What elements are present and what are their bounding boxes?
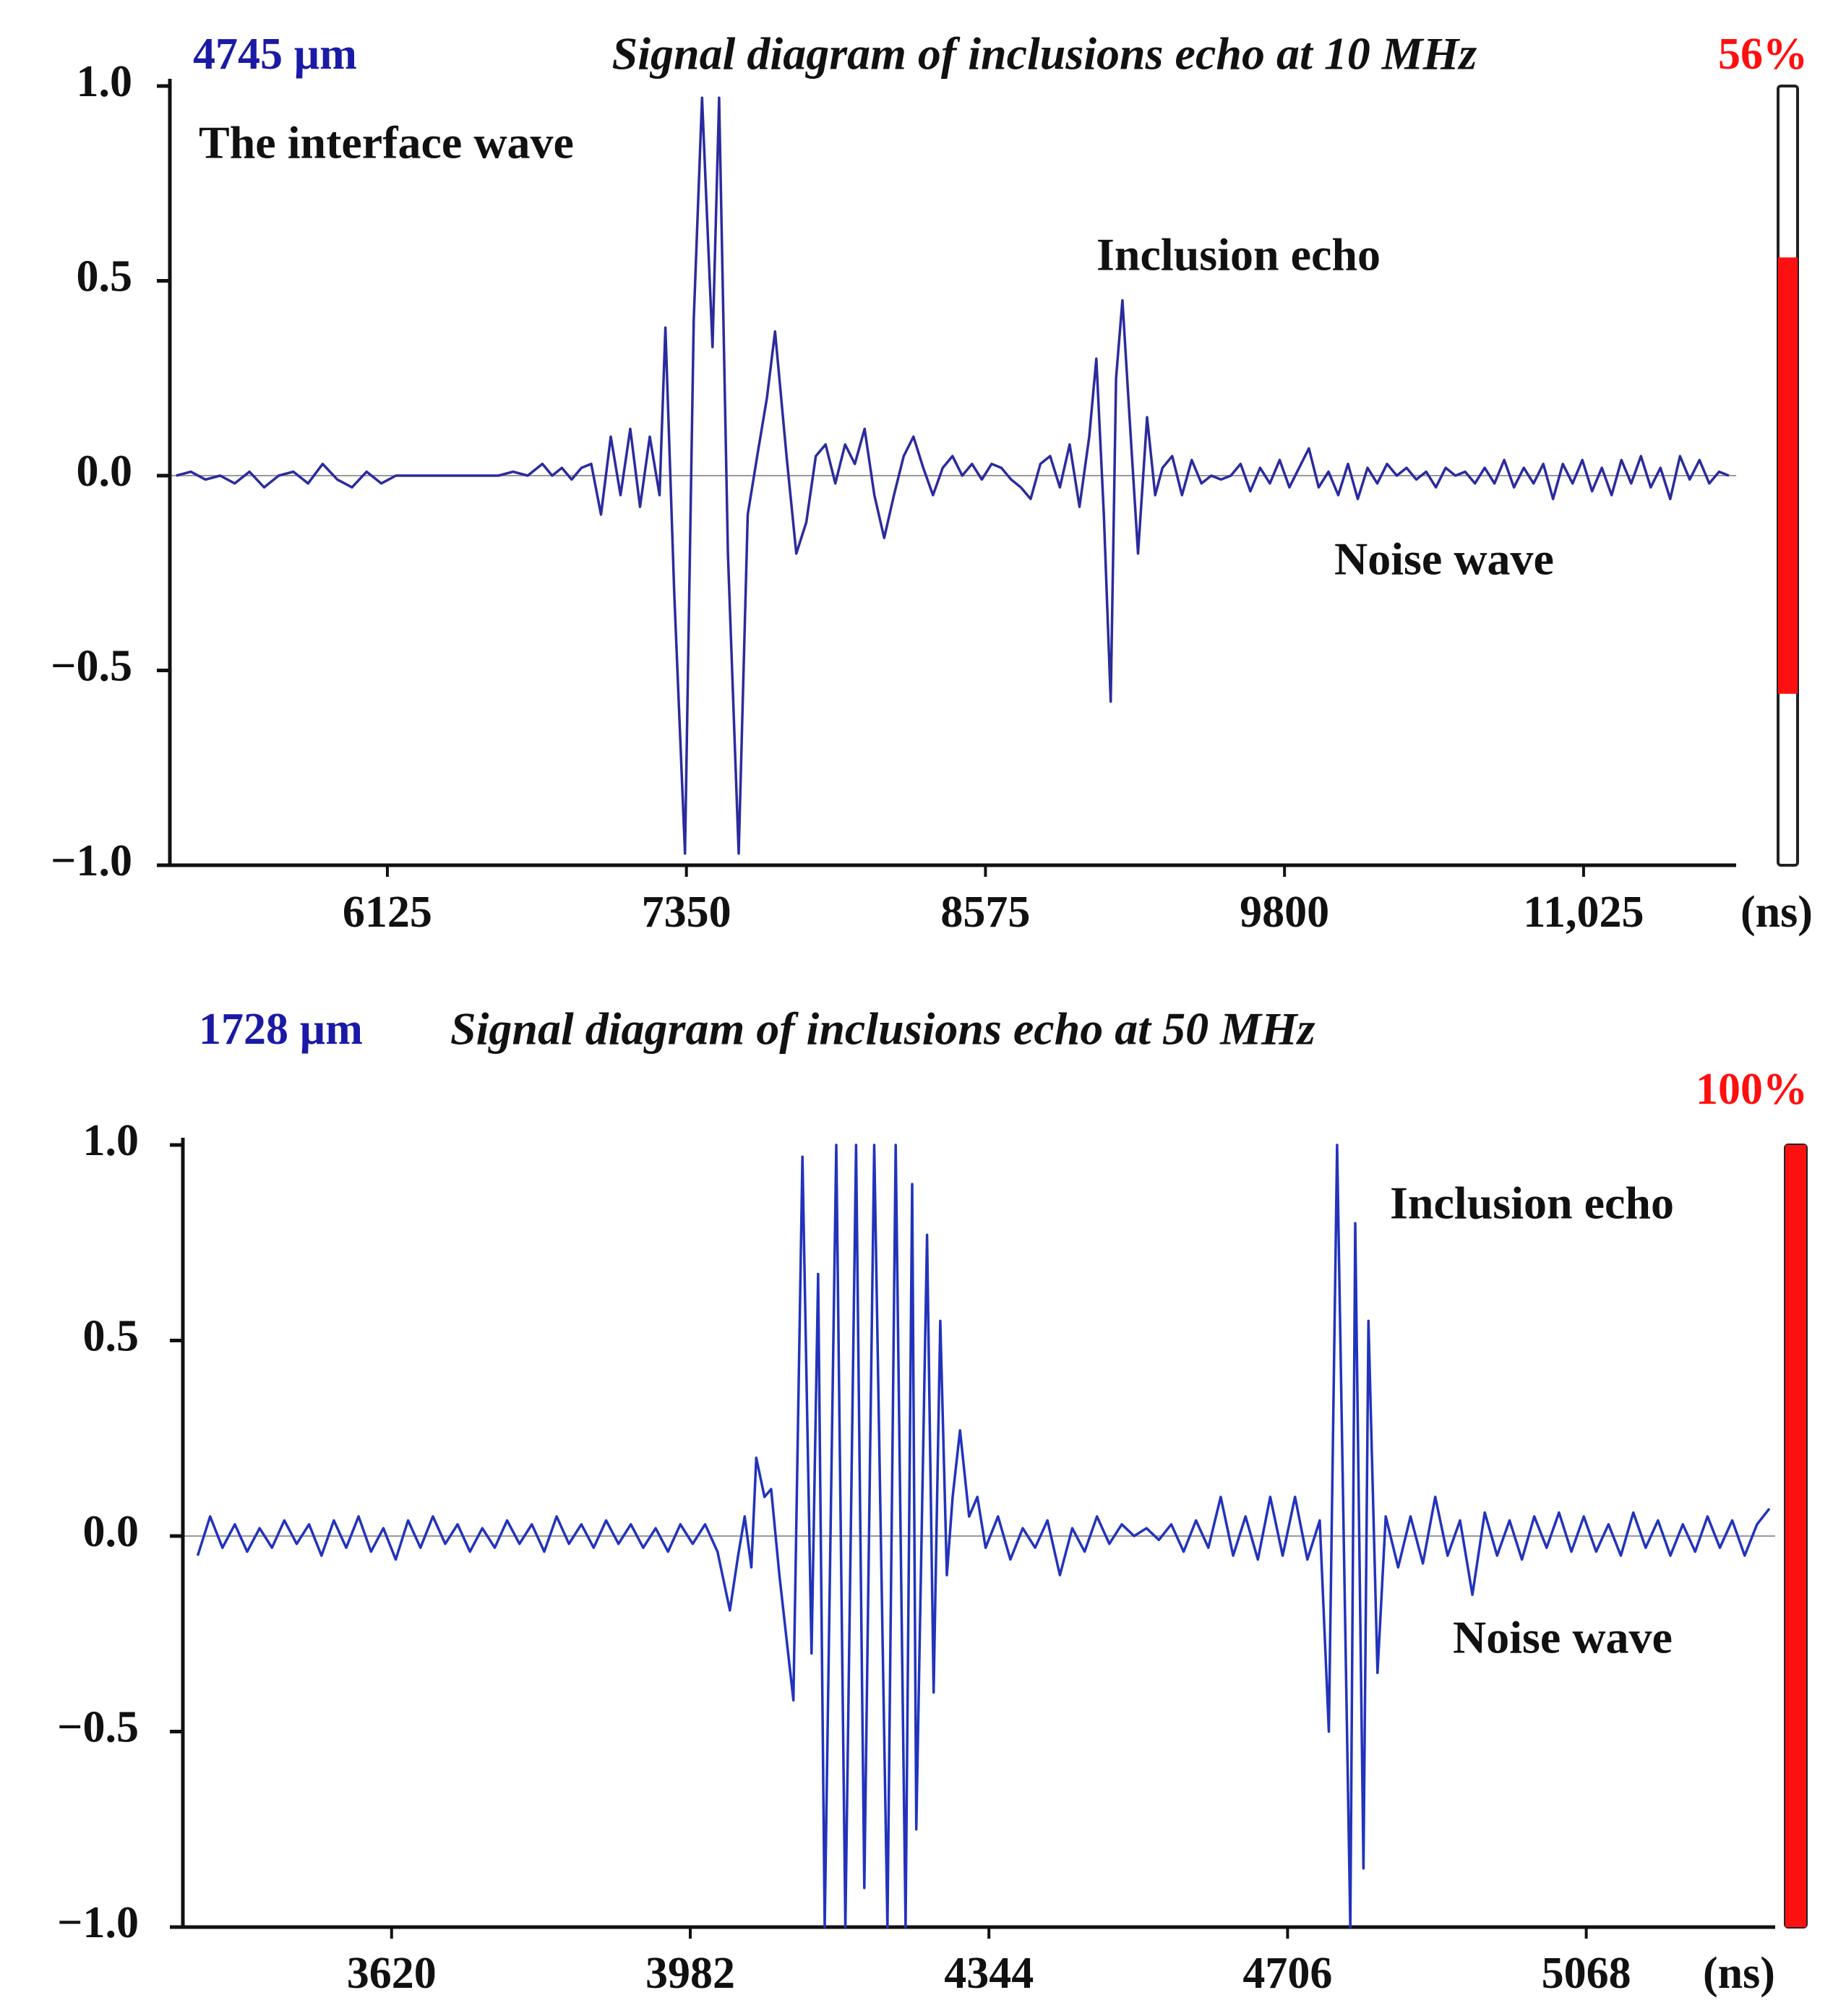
- y-tick-label: 0.5: [77, 252, 133, 301]
- x-unit: (ns): [1740, 888, 1813, 937]
- annotation: Noise wave: [1334, 533, 1554, 585]
- y-tick-label: 0.0: [77, 447, 133, 496]
- signal-line: [176, 96, 1730, 855]
- x-tick-label: 4344: [944, 1949, 1034, 1998]
- x-tick-label: 8575: [940, 888, 1030, 937]
- indicator-label: 100%: [1696, 1065, 1808, 1114]
- annotation: Inclusion echo: [1096, 229, 1381, 280]
- signal-line: [196, 1144, 1771, 1929]
- annotation: The interface wave: [199, 117, 574, 168]
- y-tick-label: 0.0: [83, 1507, 139, 1556]
- indicator-fill: [1778, 257, 1798, 694]
- y-tick-label: 1.0: [83, 1116, 139, 1165]
- x-tick-label: 3620: [347, 1949, 437, 1998]
- chart-title: Signal diagram of inclusions echo at 50 …: [450, 1003, 1315, 1055]
- x-tick-label: 3982: [645, 1949, 735, 1998]
- x-tick-label: 11,025: [1523, 888, 1644, 937]
- y-tick-label: −1.0: [57, 1898, 139, 1947]
- y-tick-label: 0.5: [83, 1312, 139, 1361]
- y-tick-label: −0.5: [57, 1703, 139, 1752]
- chart-title: Signal diagram of inclusions echo at 10 …: [612, 28, 1477, 80]
- x-tick-label: 7350: [642, 888, 731, 937]
- x-tick-label: 6125: [343, 888, 432, 937]
- x-tick-label: 4706: [1242, 1949, 1332, 1998]
- x-tick-label: 9800: [1240, 888, 1329, 937]
- depth-label: 4745 µm: [193, 30, 357, 79]
- annotation: Noise wave: [1453, 1612, 1673, 1663]
- y-tick-label: −1.0: [51, 836, 132, 885]
- x-unit: (ns): [1703, 1949, 1775, 1998]
- indicator-fill: [1785, 1145, 1806, 1927]
- y-tick-label: −0.5: [51, 642, 132, 691]
- x-tick-label: 5068: [1542, 1949, 1631, 1998]
- y-tick-label: 1.0: [77, 57, 133, 106]
- depth-label: 1728 µm: [199, 1005, 363, 1054]
- indicator-label: 56%: [1718, 30, 1808, 79]
- annotation: Inclusion echo: [1390, 1178, 1674, 1229]
